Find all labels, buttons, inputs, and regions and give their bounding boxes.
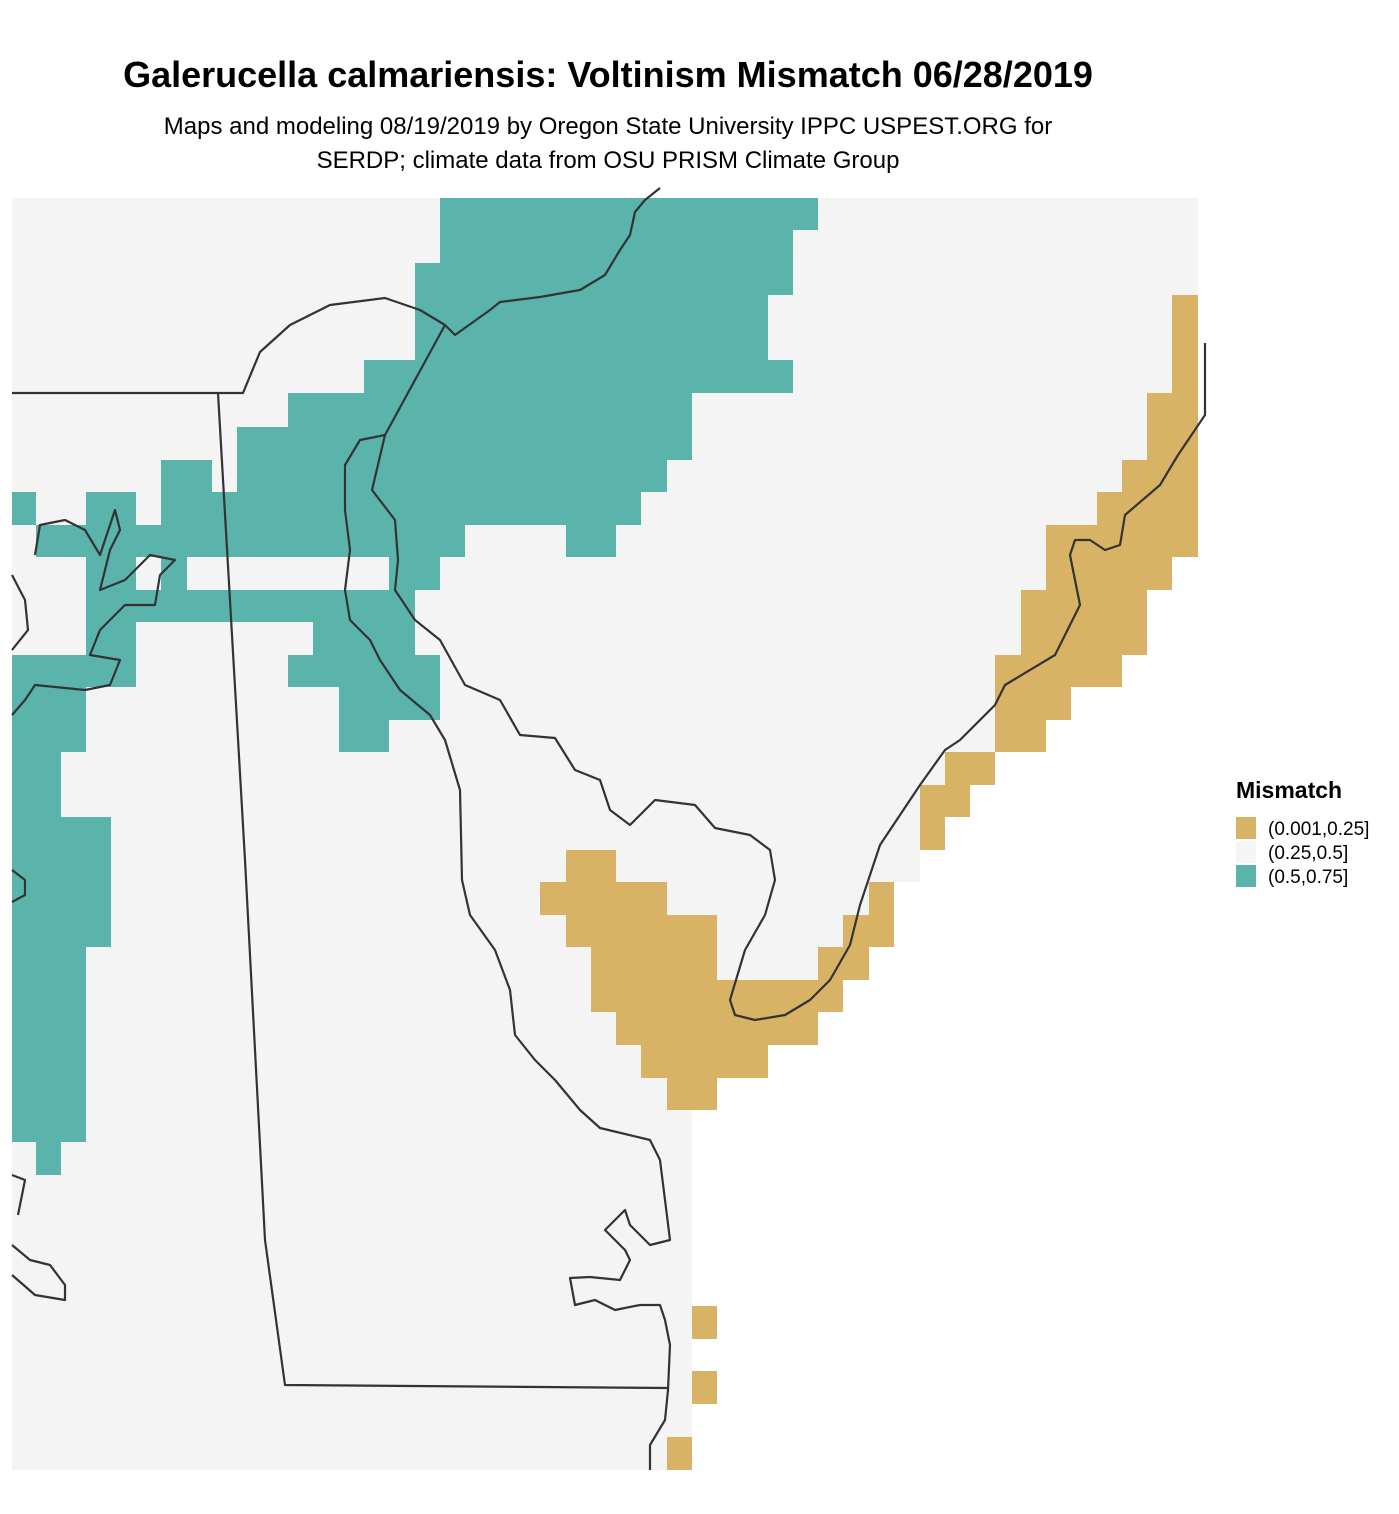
low-class-area xyxy=(540,295,1198,1470)
high-class-area xyxy=(12,198,818,1175)
legend-title: Mismatch xyxy=(1236,777,1342,803)
legend-swatch xyxy=(1236,817,1256,839)
legend: Mismatch (0.001,0.25] (0.25,0.5] (0.5,0.75… xyxy=(1236,777,1369,888)
legend-label: (0.001,0.25] xyxy=(1268,819,1369,840)
legend-swatch xyxy=(1236,841,1256,863)
legend-swatch xyxy=(1236,865,1256,887)
legend-label: (0.5,0.75] xyxy=(1268,867,1348,888)
legend-label: (0.25,0.5] xyxy=(1268,843,1348,864)
subtitle: SERDP; climate data from OSU PRISM Clima… xyxy=(317,147,900,174)
subtitle: Maps and modeling 08/19/2019 by Oregon S… xyxy=(164,113,1052,140)
boundaries xyxy=(11,187,1207,1470)
title: Galerucella calmariensis: Voltinism Mism… xyxy=(123,54,1093,95)
raster xyxy=(12,198,1198,1470)
